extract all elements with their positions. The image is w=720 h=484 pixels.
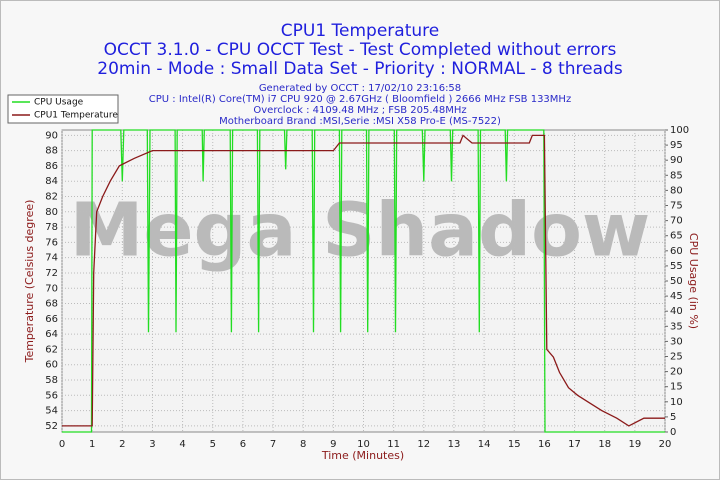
x-tick-label: 16 [538, 439, 551, 450]
x-tick-label: 6 [240, 439, 246, 450]
y-tick-label: 60 [45, 360, 58, 371]
y-tick-label: 62 [45, 344, 58, 355]
x-tick-label: 4 [179, 439, 185, 450]
y2-tick-label: 75 [670, 201, 683, 212]
x-tick-label: 10 [357, 439, 370, 450]
y2-tick-label: 100 [670, 125, 689, 136]
info-line: Generated by OCCT : 17/02/10 23:16:58 [259, 83, 461, 94]
subtitle: 20min - Mode : Small Data Set - Priority… [97, 59, 623, 79]
x-tick-label: 8 [300, 439, 306, 450]
legend-label: CPU Usage [34, 98, 84, 108]
y-tick-label: 52 [45, 421, 58, 432]
y-tick-label: 64 [45, 329, 58, 340]
info-line: Overclock : 4109.48 MHz ; FSB 205.48MHz [253, 105, 466, 116]
y2-tick-label: 60 [670, 246, 683, 257]
x-tick-label: 1 [89, 439, 95, 450]
y2-tick-label: 10 [670, 397, 683, 408]
legend-label: CPU1 Temperature [34, 111, 118, 121]
x-tick-label: 0 [59, 439, 65, 450]
y-tick-label: 66 [45, 314, 58, 325]
y2-tick-label: 85 [670, 170, 683, 181]
y-tick-label: 58 [45, 375, 58, 386]
y-tick-label: 82 [45, 192, 58, 203]
y2-tick-label: 80 [670, 185, 683, 196]
y-axis-label: Temperature (Celsius degree) [23, 200, 36, 364]
chart-title: CPU1 Temperature [281, 21, 439, 41]
y2-axis-label: CPU Usage (in %) [687, 233, 700, 329]
x-tick-label: 2 [119, 439, 125, 450]
series-line [62, 134, 665, 427]
y2-tick-label: 25 [670, 352, 683, 363]
x-tick-label: 11 [387, 439, 400, 450]
y-tick-label: 86 [45, 161, 58, 172]
y-tick-label: 68 [45, 299, 58, 310]
subtitle: OCCT 3.1.0 - CPU OCCT Test - Test Comple… [104, 40, 617, 60]
y-tick-label: 74 [45, 253, 58, 264]
x-tick-label: 15 [508, 439, 521, 450]
y2-tick-label: 90 [670, 155, 683, 166]
y2-tick-label: 95 [670, 140, 683, 151]
x-tick-label: 18 [598, 439, 611, 450]
y-tick-label: 56 [45, 390, 58, 401]
x-tick-label: 20 [659, 439, 672, 450]
y2-tick-label: 70 [670, 216, 683, 227]
y2-tick-label: 0 [670, 427, 676, 438]
y2-tick-label: 30 [670, 336, 683, 347]
x-tick-label: 7 [270, 439, 276, 450]
y-tick-label: 78 [45, 222, 58, 233]
y2-tick-label: 45 [670, 291, 683, 302]
y-tick-label: 80 [45, 207, 58, 218]
y2-tick-label: 15 [670, 382, 683, 393]
y-tick-label: 72 [45, 268, 58, 279]
x-tick-label: 13 [448, 439, 461, 450]
x-tick-label: 12 [417, 439, 430, 450]
y2-tick-label: 35 [670, 321, 683, 332]
y2-tick-label: 20 [670, 367, 683, 378]
y2-tick-label: 65 [670, 231, 683, 242]
y-tick-label: 70 [45, 283, 58, 294]
y2-tick-label: 50 [670, 276, 683, 287]
y-tick-label: 54 [45, 406, 58, 417]
info-line: CPU : Intel(R) Core(TM) i7 CPU 920 @ 2.6… [149, 94, 571, 105]
y-tick-label: 88 [45, 146, 58, 157]
y2-tick-label: 40 [670, 306, 683, 317]
x-tick-label: 9 [330, 439, 336, 450]
series-line [62, 129, 665, 433]
x-tick-label: 19 [628, 439, 641, 450]
x-tick-label: 3 [149, 439, 155, 450]
watermark: Mega Shadow [70, 188, 651, 274]
y2-tick-label: 5 [670, 412, 676, 423]
x-axis-label: Time (Minutes) [321, 449, 404, 462]
y-tick-label: 90 [45, 130, 58, 141]
x-tick-label: 5 [210, 439, 216, 450]
x-tick-label: 14 [478, 439, 491, 450]
y2-tick-label: 55 [670, 261, 683, 272]
x-tick-label: 17 [568, 439, 581, 450]
y-tick-label: 76 [45, 237, 58, 248]
legend-box [7, 94, 119, 124]
info-line: Motherboard Brand :MSI,Serie :MSI X58 Pr… [219, 116, 501, 127]
y-tick-label: 84 [45, 176, 58, 187]
